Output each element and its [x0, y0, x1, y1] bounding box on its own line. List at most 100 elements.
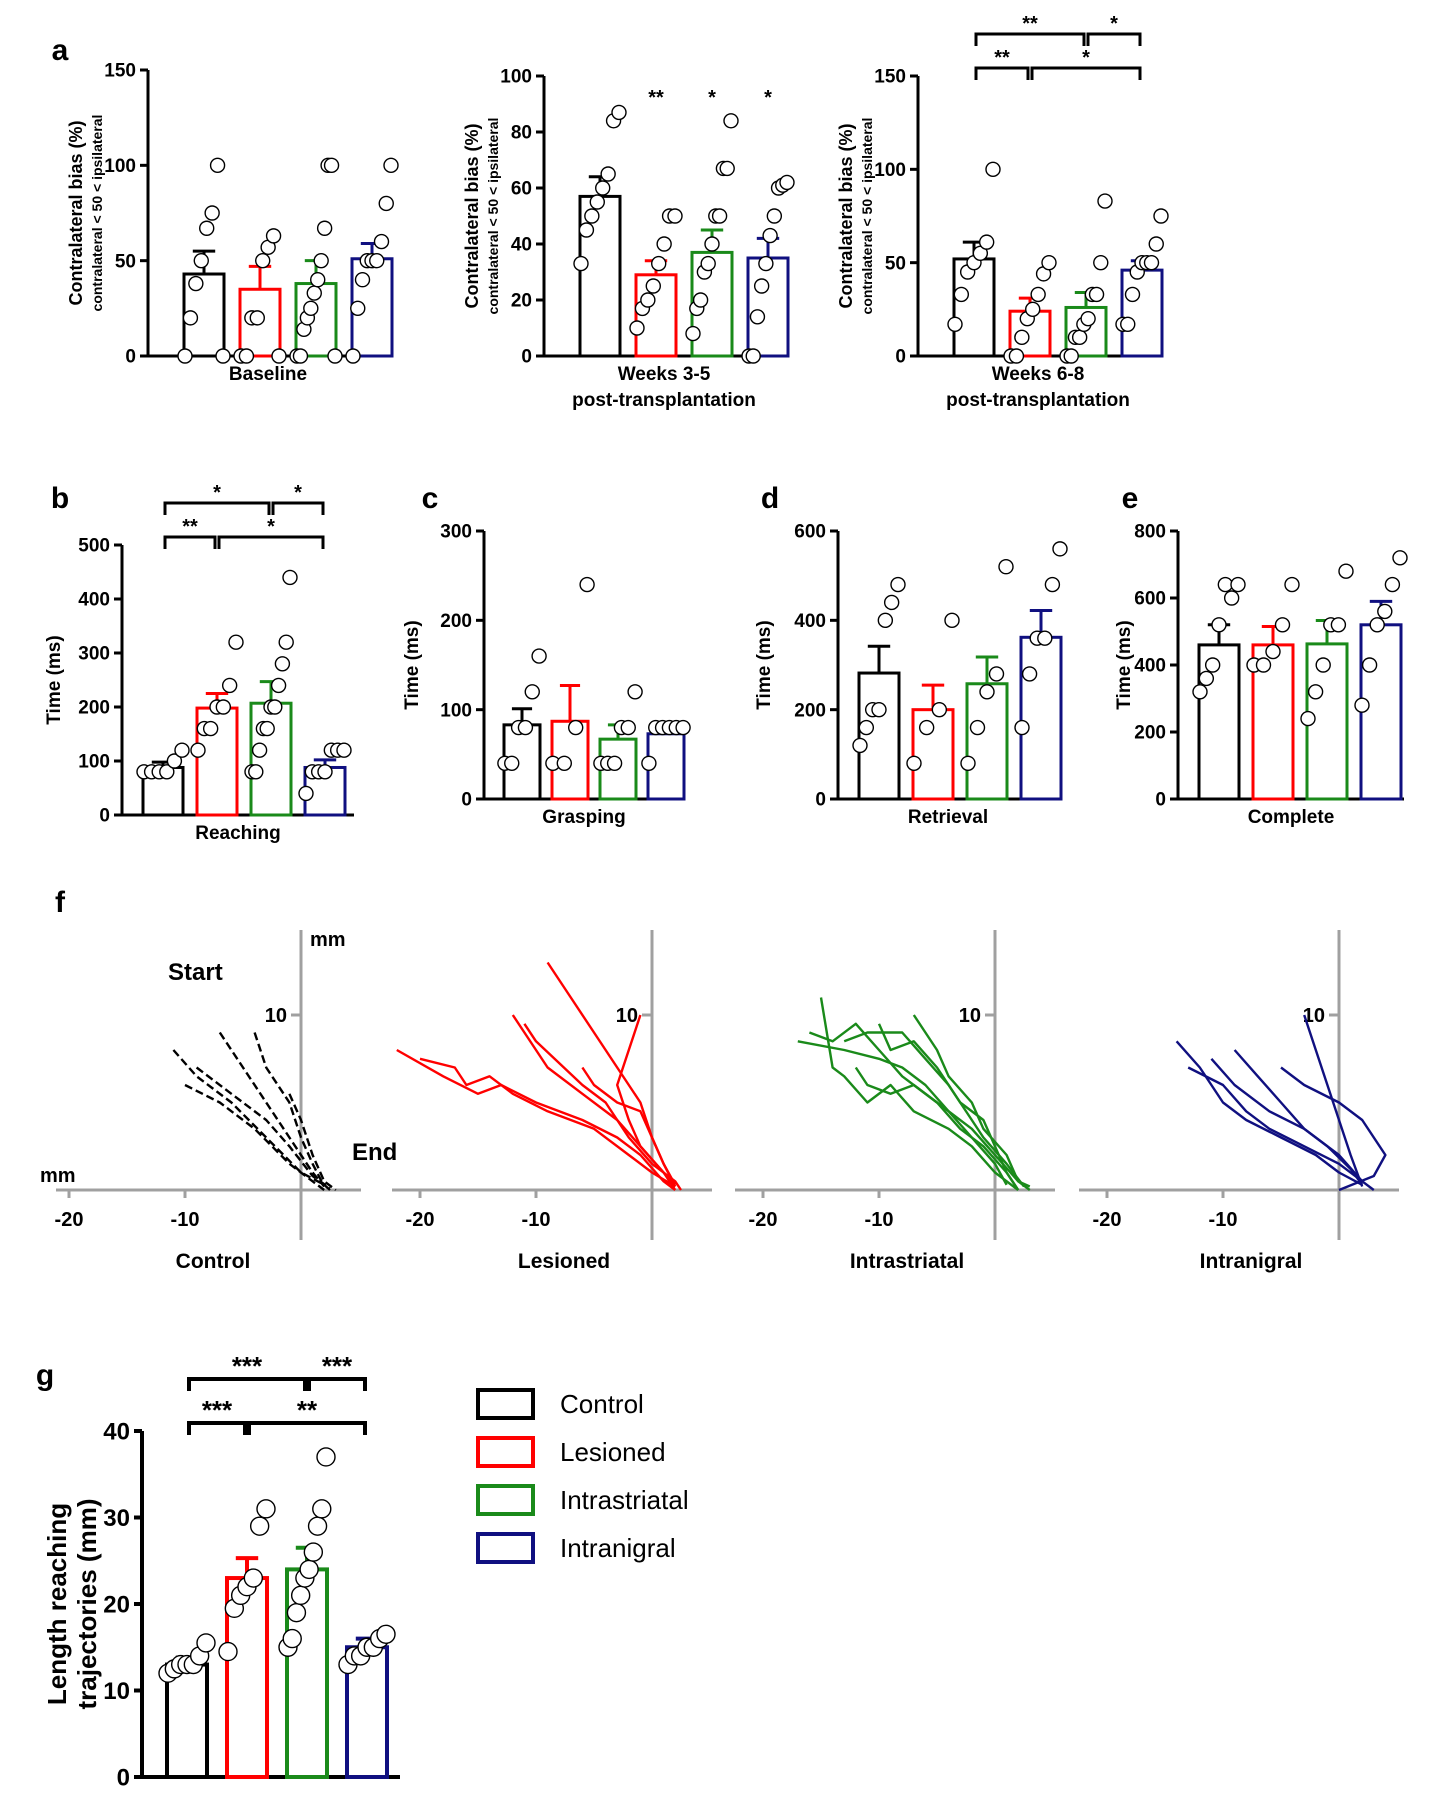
point-a2-0-2 [584, 208, 600, 224]
point-g-1-0 [218, 1641, 238, 1662]
point-b-0-5 [174, 742, 190, 758]
y-tick-label-b-0: 0 [99, 806, 110, 827]
sig-bracket-a3-0 [974, 32, 1086, 46]
bar-chart-a2: 0 20 40 60 80 100 Contralateral bias (%) contra… [462, 67, 795, 411]
y-tick-label-d-1: 200 [794, 700, 826, 721]
point-e-0-6 [1230, 576, 1246, 593]
panel-label-f: f [55, 886, 66, 919]
point-b-1-4 [215, 699, 232, 715]
panel-label-b: b [51, 482, 69, 515]
trajectory-trace-0-5 [195, 1066, 331, 1190]
point-g-2-5 [299, 1559, 319, 1580]
point-e-0-4 [1217, 576, 1234, 593]
y-tick-label-a1-3: 150 [104, 61, 136, 82]
point-a3-2-8 [1093, 254, 1109, 271]
sig-bracket-b-0 [163, 501, 271, 515]
point-c-3-0 [641, 755, 657, 771]
traj-y-tick-label-0: 10 [265, 1005, 287, 1027]
y-tick-label-b-3: 300 [78, 644, 110, 665]
point-a2-0-7 [611, 104, 627, 121]
point-g-2-7 [307, 1516, 328, 1536]
traj-y-unit: mm [310, 929, 346, 951]
bar-chart-c: c 0 100 200 300 Time (ms) Grasping [402, 482, 691, 828]
trajectory-trace-3-4 [1280, 1066, 1387, 1192]
panel-label-a1: a [52, 34, 69, 67]
trajectory-trace-0-0 [172, 1049, 331, 1191]
point-a1-3-6 [373, 233, 390, 250]
point-c-0-4 [524, 684, 540, 700]
point-a2-2-2 [692, 292, 709, 308]
point-a2-1-7 [667, 208, 683, 224]
sig-bracket-label-b-0: * [213, 482, 221, 504]
y-tick-label-g-3: 30 [103, 1505, 130, 1532]
traj-x-tick-label-3-0: -20 [1093, 1209, 1122, 1231]
point-b-0-4 [166, 753, 183, 769]
traj-x-unit: mm [40, 1165, 76, 1187]
point-b-2-8 [274, 656, 291, 672]
legend-swatch-lesioned [476, 1436, 535, 1468]
y-tick-label-b-2: 200 [78, 698, 110, 719]
point-d-1-3 [944, 612, 960, 629]
y-axis-subtitle-a3: contralateral < 50 < ipsilateral [859, 118, 875, 315]
sig-bracket-a3-2 [974, 66, 1030, 80]
x-axis-title-d-0: Retrieval [908, 807, 988, 828]
point-g-1-6 [256, 1499, 276, 1519]
point-e-0-5 [1223, 590, 1240, 606]
panel-label-c: c [422, 482, 439, 515]
point-e-3-2 [1369, 617, 1385, 633]
legend-swatch-intranigral [476, 1532, 535, 1564]
point-b-3-6 [336, 742, 352, 758]
traj-x-tick-label-1-0: -20 [406, 1209, 435, 1231]
trajectory-trace-3-0 [1175, 1040, 1363, 1186]
panel-label-e: e [1122, 482, 1139, 515]
point-g-2-6 [303, 1542, 324, 1562]
y-tick-label-e-2: 400 [1134, 656, 1166, 677]
point-a2-3-5 [762, 227, 778, 244]
point-d-3-0 [1014, 719, 1030, 736]
y-tick-label-a2-4: 80 [511, 123, 532, 144]
point-a3-3-1 [1120, 316, 1136, 332]
traj-x-tick-label-1-1: -10 [522, 1209, 551, 1231]
y-tick-label-b-1: 100 [78, 752, 110, 773]
y-tick-label-g-2: 20 [103, 1591, 130, 1618]
trajectory-trace-3-5 [1210, 1058, 1364, 1186]
point-a2-2-4 [700, 255, 716, 272]
y-axis-title-a2: Contralateral bias (%) [462, 123, 482, 308]
y-tick-label-a2-2: 40 [511, 235, 532, 256]
y-tick-label-g-1: 10 [103, 1678, 130, 1705]
point-a3-0-5 [978, 234, 995, 250]
point-g-3-6 [376, 1624, 396, 1644]
point-a1-0-3 [193, 252, 209, 269]
point-a3-2-1 [1063, 348, 1079, 364]
y-axis-title-a1: Contralateral bias (%) [66, 120, 86, 305]
trajectory-trace-0-1 [184, 1083, 325, 1191]
sig-bracket-label-a3-0: ** [1022, 13, 1038, 35]
point-a1-1-4 [255, 252, 271, 269]
sig-bracket-a3-1 [1086, 32, 1142, 46]
y-axis-title-a3: Contralateral bias (%) [836, 123, 856, 308]
point-a3-3-2 [1124, 286, 1141, 303]
point-a2-0-1 [578, 222, 595, 238]
point-a3-1-4 [1025, 301, 1041, 318]
point-a3-0-0 [947, 316, 963, 332]
point-a2-2-10 [723, 113, 739, 129]
sig-bracket-g-2 [187, 1421, 247, 1435]
point-e-2-5 [1338, 563, 1354, 579]
point-a1-2-10 [323, 157, 340, 174]
point-d-3-5 [1052, 541, 1068, 557]
point-b-2-1 [248, 764, 264, 780]
point-a1-1-1 [238, 348, 255, 364]
sig-star-a2-3: * [764, 87, 772, 109]
trajectory-trace-2-6 [854, 1066, 1020, 1191]
point-c-2-2 [606, 755, 623, 771]
point-a1-3-5 [369, 252, 385, 269]
y-tick-label-a2-5: 100 [500, 67, 532, 88]
sig-star-a2-2: * [708, 87, 716, 109]
point-a1-1-7 [271, 348, 287, 364]
y-axis-title-d: Time (ms) [754, 620, 775, 709]
y-tick-label-e-0: 0 [1155, 790, 1166, 811]
point-a3-1-1 [1008, 348, 1025, 364]
point-a2-0-5 [600, 166, 616, 182]
